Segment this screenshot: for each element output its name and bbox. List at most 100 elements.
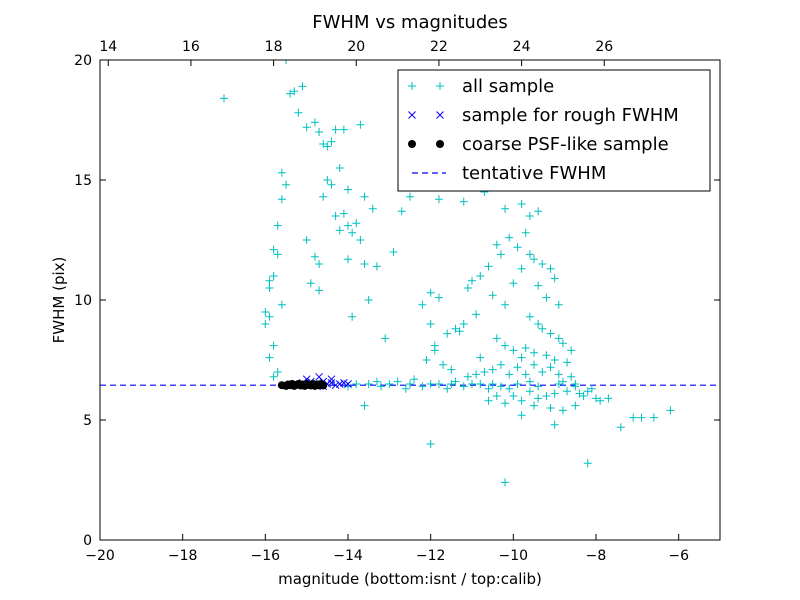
all-sample-point (282, 60, 290, 64)
all-sample-point (476, 353, 485, 362)
all-sample-point (530, 401, 538, 410)
legend-item: coarse PSF-like sample (408, 134, 669, 155)
all-sample-point (310, 252, 319, 261)
rough-fwhm-point (327, 378, 336, 387)
all-sample-point (339, 125, 348, 134)
top-x-tick-label: 18 (265, 39, 283, 55)
all-sample-point (290, 87, 299, 96)
all-sample-point (381, 334, 390, 343)
all-sample-point (315, 286, 324, 295)
all-sample-point (377, 382, 386, 391)
all-sample-point (261, 320, 270, 328)
legend: all sample sample for rough FWHM coarse PS… (397, 69, 711, 192)
all-sample-point (563, 358, 572, 367)
top-x-tick-label: 14 (99, 39, 117, 55)
legend-item: tentative FWHM (412, 163, 606, 184)
all-sample-point (472, 370, 481, 379)
x-tick-label: −12 (416, 548, 446, 564)
all-sample-point (277, 300, 286, 309)
all-sample-point (558, 377, 567, 386)
all-sample-point (463, 284, 472, 292)
all-sample-point (269, 372, 278, 381)
all-sample-point (554, 334, 563, 343)
all-sample-point (348, 228, 357, 237)
all-sample-point (364, 296, 373, 304)
legend-label: coarse PSF-like sample (462, 134, 669, 155)
y-tick-label: 20 (74, 53, 92, 69)
all-sample-point (294, 108, 303, 117)
all-sample-point (331, 212, 340, 220)
all-sample-point (501, 341, 510, 350)
all-sample-point (352, 380, 361, 388)
all-sample-point (484, 262, 493, 271)
all-sample-point (534, 320, 543, 328)
all-sample-point (273, 221, 282, 230)
all-sample-point (443, 384, 452, 393)
legend-marker (436, 140, 444, 148)
all-sample-point (459, 382, 468, 391)
all-sample-point (360, 401, 369, 410)
all-sample-point (310, 118, 319, 127)
all-sample-point (505, 233, 514, 242)
all-sample-point (286, 89, 295, 98)
all-sample-point (302, 123, 311, 132)
all-sample-point (220, 94, 228, 103)
all-sample-point (517, 264, 526, 273)
x-tick-label: −18 (168, 548, 198, 564)
all-sample-point (554, 380, 563, 388)
legend-item: all sample (408, 76, 554, 97)
x-tick-label: −20 (85, 548, 115, 564)
all-sample-point (443, 329, 452, 338)
all-sample-point (426, 288, 435, 297)
all-sample-point (637, 413, 646, 422)
all-sample-point (583, 459, 592, 468)
all-sample-point (434, 293, 443, 302)
all-sample-point (517, 200, 526, 208)
all-sample-point (496, 382, 505, 391)
all-sample-point (426, 380, 435, 388)
all-sample-point (567, 372, 576, 381)
all-sample-point (269, 341, 278, 350)
all-sample-point (496, 360, 505, 369)
all-sample-point (554, 370, 563, 379)
all-sample-point (616, 423, 625, 432)
all-sample-point (546, 264, 555, 273)
all-sample-point (372, 377, 381, 386)
x-tick-label: −16 (251, 548, 281, 564)
legend-marker (436, 82, 444, 90)
psf-like-point (319, 381, 328, 390)
legend-label: all sample (462, 76, 554, 97)
all-sample-point (434, 195, 443, 204)
all-sample-point (525, 387, 534, 396)
all-sample-point (265, 353, 274, 362)
all-sample-point (546, 363, 555, 372)
all-sample-point (484, 384, 493, 393)
all-sample-point (265, 284, 274, 292)
all-sample-point (356, 236, 365, 244)
all-sample-point (596, 396, 605, 405)
y-axis-title: FWHM (pix) (50, 257, 68, 344)
top-x-tick-label: 22 (430, 39, 448, 55)
all-sample-point (563, 387, 572, 396)
all-sample-point (335, 164, 344, 172)
all-sample-point (550, 274, 559, 283)
all-sample-point (418, 300, 427, 309)
all-sample-point (364, 380, 373, 388)
all-sample-point (538, 260, 547, 268)
all-sample-point (629, 413, 638, 422)
all-sample-point (509, 392, 518, 400)
all-sample-point (459, 197, 468, 206)
all-sample-point (331, 125, 340, 134)
all-sample-point (530, 255, 538, 264)
all-sample-point (323, 142, 332, 151)
all-sample-point (530, 348, 538, 357)
all-sample-point (410, 375, 419, 384)
all-sample-point (315, 128, 324, 136)
all-sample-point (513, 243, 522, 252)
legend-item: sample for rough FWHM (408, 105, 679, 126)
all-sample-point (451, 324, 460, 333)
all-sample-point (335, 226, 344, 235)
all-sample-point (550, 389, 559, 398)
all-sample-point (513, 380, 522, 388)
legend-label: sample for rough FWHM (462, 105, 679, 126)
